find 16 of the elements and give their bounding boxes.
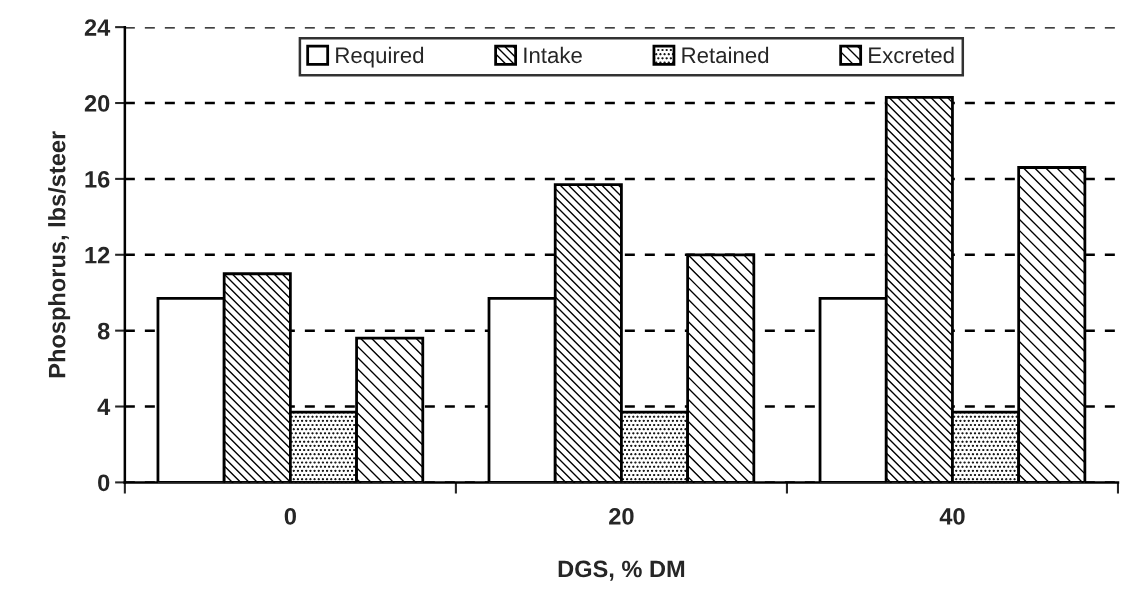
y-tick-label: 20 xyxy=(84,95,110,112)
legend-label: Retained xyxy=(682,46,769,64)
y-tick-label: 12 xyxy=(85,246,110,264)
y-tick-label: 0 xyxy=(98,474,110,492)
y-tick-label: 24 xyxy=(84,19,111,36)
x-tick-label: 40 xyxy=(939,508,965,525)
y-axis-title: Phosphorus, lbs/steer xyxy=(48,131,71,378)
legend-label: Required xyxy=(336,46,424,68)
x-axis-title: DGS, % DM xyxy=(558,560,685,581)
x-tick-label: 20 xyxy=(609,508,634,525)
y-tick-label: 8 xyxy=(97,322,110,340)
y-tick-label: 16 xyxy=(85,170,110,188)
y-tick-label: 4 xyxy=(97,398,111,416)
legend-label: Excreted xyxy=(869,46,954,64)
legend-label: Intake xyxy=(524,46,582,64)
x-tick-label: 0 xyxy=(284,508,296,525)
